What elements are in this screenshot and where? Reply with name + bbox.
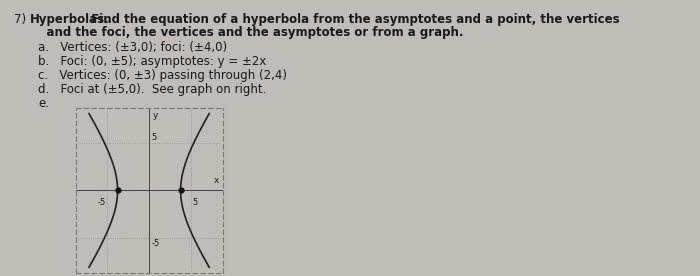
Text: a.   Vertices: (±3,0); foci: (±4,0): a. Vertices: (±3,0); foci: (±4,0) (38, 41, 227, 54)
Text: e.: e. (38, 97, 49, 110)
Text: Find the equation of a hyperbola from the asymptotes and a point, the vertices: Find the equation of a hyperbola from th… (83, 13, 620, 26)
Text: c.   Vertices: (0, ±3) passing through (2,4): c. Vertices: (0, ±3) passing through (2,… (38, 69, 287, 82)
Text: 5: 5 (151, 133, 156, 142)
Text: -5: -5 (97, 198, 106, 206)
Text: b.   Foci: (0, ±5); asymptotes: y = ±2x: b. Foci: (0, ±5); asymptotes: y = ±2x (38, 55, 267, 68)
Text: d.   Foci at (±5,0).  See graph on right.: d. Foci at (±5,0). See graph on right. (38, 83, 267, 96)
Text: -5: -5 (151, 239, 160, 248)
Text: x: x (214, 176, 220, 185)
Text: and the foci, the vertices and the asymptotes or from a graph.: and the foci, the vertices and the asymp… (30, 26, 463, 39)
Text: 5: 5 (193, 198, 198, 206)
Text: y: y (153, 111, 158, 120)
Text: Hyperbolas.: Hyperbolas. (30, 13, 110, 26)
Text: 7): 7) (14, 13, 26, 26)
